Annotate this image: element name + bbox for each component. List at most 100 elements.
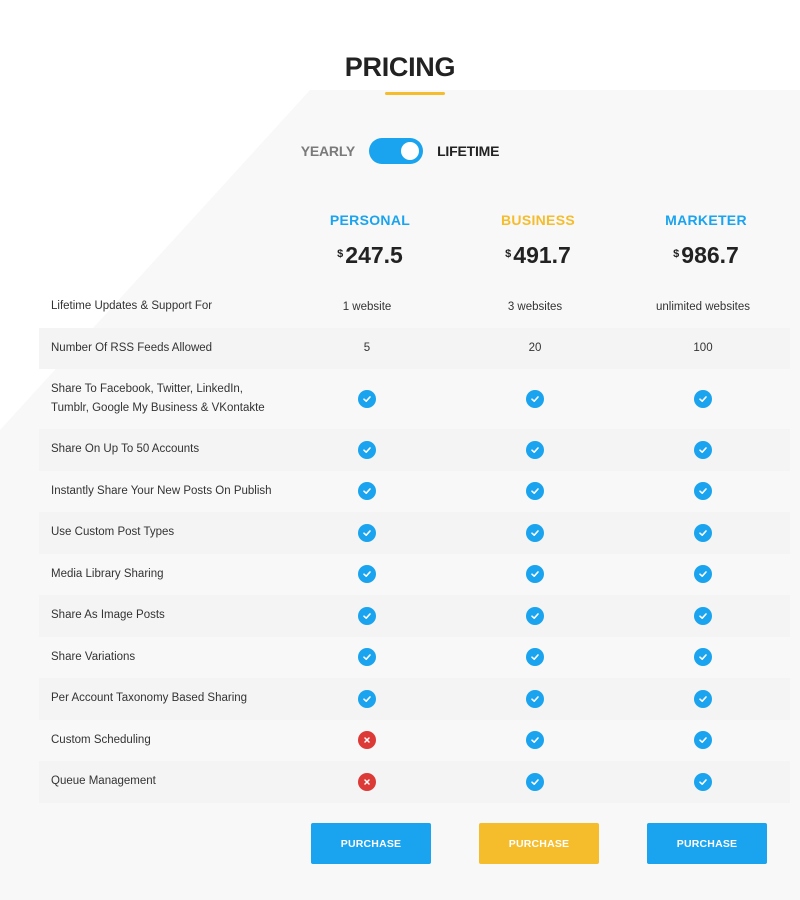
feature-cell: [451, 390, 619, 408]
feature-cell: [283, 482, 451, 501]
feature-value: 3 websites: [507, 300, 563, 313]
feature-row: Media Library Sharing: [39, 554, 790, 596]
feature-cell: [451, 523, 619, 542]
feature-label: Use Custom Post Types: [51, 526, 175, 539]
feature-cell: [451, 482, 619, 501]
page-title: PRICING: [344, 52, 456, 82]
feature-cell: 1 website: [283, 301, 451, 313]
billing-switch[interactable]: [369, 138, 424, 164]
feature-cell: [619, 440, 787, 459]
check-circle-icon: [694, 390, 712, 408]
billing-toggle: YEARLY LIFETIME: [0, 138, 800, 164]
feature-cell: [451, 565, 619, 584]
feature-cell: [619, 565, 787, 584]
feature-cell: [283, 606, 451, 625]
feature-cell: [451, 731, 619, 750]
plan-price: $ 986.7: [622, 242, 790, 269]
feature-label: Share As Image Posts: [51, 609, 165, 622]
feature-table: Lifetime Updates & Support For 1 website 3…: [39, 286, 790, 803]
feature-label: Media Library Sharing: [51, 567, 164, 580]
feature-cell: [283, 772, 451, 791]
feature-cell: [619, 482, 787, 501]
plan-header-business: BUSINESS $ 491.7: [454, 212, 622, 269]
feature-value: unlimited websites: [656, 300, 750, 313]
feature-cell: [619, 689, 787, 708]
feature-cell: [283, 523, 451, 542]
feature-row: Custom Scheduling: [39, 720, 790, 762]
feature-label: Per Account Taxonomy Based Sharing: [51, 692, 248, 705]
currency-symbol: $: [505, 248, 512, 260]
plan-name: PERSONAL: [329, 212, 411, 228]
feature-cell: 20: [451, 342, 619, 354]
purchase-button-marketer[interactable]: PURCHASE: [647, 823, 767, 864]
feature-cell: 100: [619, 342, 787, 354]
feature-cell: [283, 689, 451, 708]
purchase-button-personal[interactable]: PURCHASE: [311, 823, 431, 864]
feature-value: 1 website: [342, 300, 392, 313]
check-circle-icon: [526, 390, 544, 408]
feature-cell: [283, 390, 451, 408]
cross-circle-icon: [358, 731, 376, 750]
check-circle-icon: [526, 648, 544, 667]
feature-row: Instantly Share Your New Posts On Publis…: [39, 471, 790, 513]
check-circle-icon: [694, 606, 712, 625]
feature-cell: [283, 648, 451, 667]
feature-cell: 3 websites: [451, 301, 619, 313]
yearly-label[interactable]: YEARLY: [300, 143, 356, 159]
feature-label: Share On Up To 50 Accounts: [51, 443, 200, 456]
feature-cell: [619, 731, 787, 750]
check-circle-icon: [358, 440, 376, 459]
plan-header-marketer: MARKETER $ 986.7: [622, 212, 790, 269]
purchase-button-business[interactable]: PURCHASE: [479, 823, 599, 864]
feature-cell: [619, 606, 787, 625]
feature-value: 100: [693, 342, 713, 355]
title-underline: [385, 92, 445, 95]
lifetime-label[interactable]: LIFETIME: [437, 143, 500, 159]
check-circle-icon: [358, 482, 376, 501]
feature-label: Custom Scheduling: [51, 733, 151, 746]
check-circle-icon: [526, 606, 544, 625]
check-circle-icon: [526, 731, 544, 750]
feature-cell: [619, 772, 787, 791]
check-circle-icon: [526, 772, 544, 791]
feature-cell: [451, 689, 619, 708]
feature-row: Share As Image Posts: [39, 595, 790, 637]
feature-label: Number Of RSS Feeds Allowed: [51, 341, 213, 354]
plan-price: $ 491.7: [454, 242, 622, 269]
feature-cell: [283, 731, 451, 750]
feature-row: Share On Up To 50 Accounts: [39, 429, 790, 471]
feature-cell: [451, 648, 619, 667]
currency-symbol: $: [673, 248, 680, 260]
feature-cell: unlimited websites: [619, 301, 787, 313]
check-circle-icon: [526, 565, 544, 584]
check-circle-icon: [526, 440, 544, 459]
feature-row: Queue Management: [39, 761, 790, 803]
check-circle-icon: [694, 731, 712, 750]
feature-cell: 5: [283, 342, 451, 354]
feature-cell: [619, 390, 787, 408]
check-circle-icon: [358, 523, 376, 542]
feature-cell: [451, 606, 619, 625]
feature-value: 20: [528, 342, 542, 355]
price-value: 491.7: [513, 242, 571, 268]
check-circle-icon: [694, 482, 712, 501]
check-circle-icon: [358, 565, 376, 584]
check-circle-icon: [526, 482, 544, 501]
check-circle-icon: [526, 689, 544, 708]
feature-value: 5: [363, 342, 371, 355]
plan-name: MARKETER: [665, 212, 747, 228]
check-circle-icon: [694, 565, 712, 584]
plan-name: BUSINESS: [501, 212, 575, 228]
check-circle-icon: [358, 606, 376, 625]
feature-row: Use Custom Post Types: [39, 512, 790, 554]
feature-cell: [619, 523, 787, 542]
feature-row: Share Variations: [39, 637, 790, 679]
feature-row: Per Account Taxonomy Based Sharing: [39, 678, 790, 720]
check-circle-icon: [358, 390, 376, 408]
feature-label: Share To Facebook, Twitter, LinkedIn, Tu…: [51, 383, 265, 414]
feature-label: Lifetime Updates & Support For: [51, 300, 213, 313]
plan-price: $ 247.5: [286, 242, 454, 269]
feature-cell: [619, 648, 787, 667]
cross-circle-icon: [358, 772, 376, 791]
feature-label: Share Variations: [51, 650, 136, 663]
